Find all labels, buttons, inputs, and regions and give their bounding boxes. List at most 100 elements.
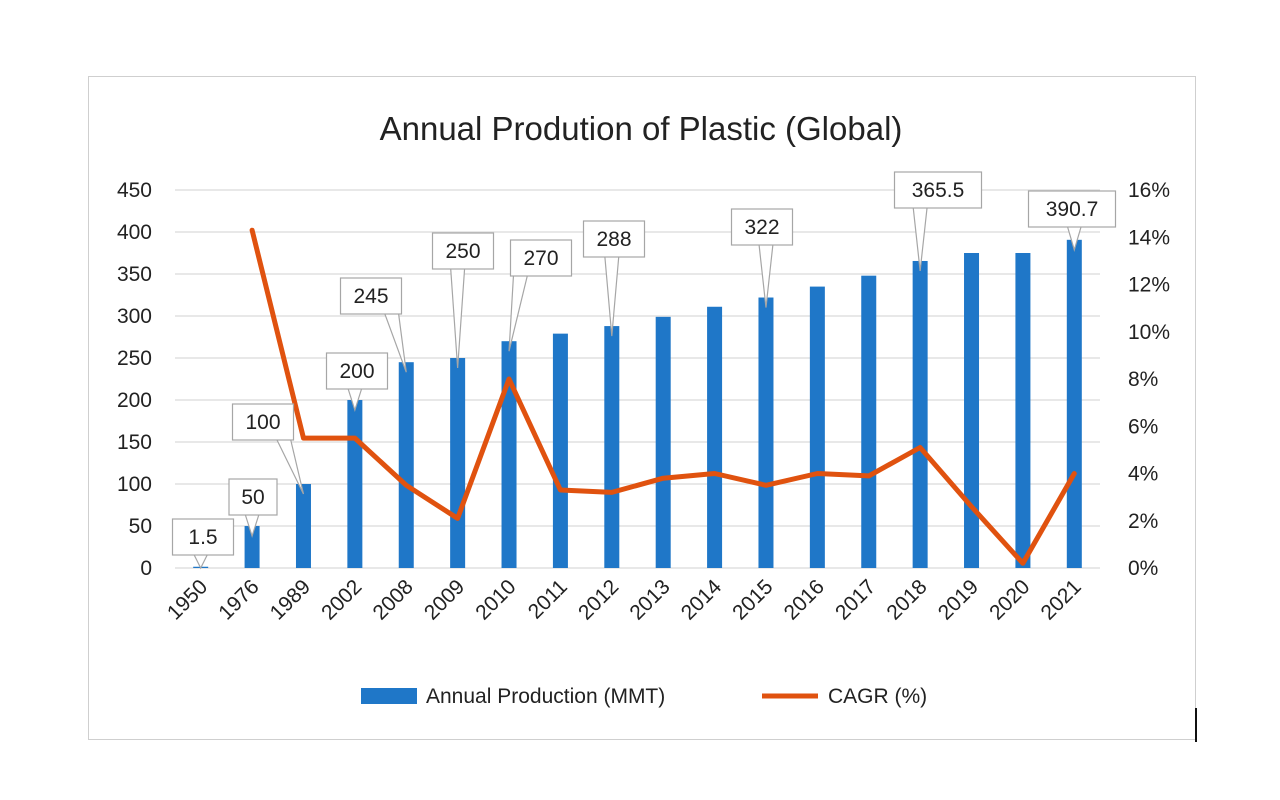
- chart-title: Annual Prodution of Plastic (Global): [380, 110, 903, 147]
- callout: 322: [730, 208, 794, 308]
- callout-box: [1027, 190, 1117, 228]
- bar: [244, 526, 260, 568]
- bar: [347, 400, 363, 568]
- x-tick-label: 2011: [524, 575, 572, 623]
- x-tick-label: 1976: [214, 575, 263, 624]
- callout-pointer: [508, 274, 529, 352]
- left-tick-label: 300: [117, 305, 152, 328]
- callout-label: 200: [339, 360, 374, 383]
- left-tick-label: 150: [117, 431, 152, 454]
- callout-box: [431, 232, 495, 270]
- callout-pointer: [192, 553, 209, 570]
- callout: 270: [508, 239, 573, 352]
- x-tick-label: 2018: [882, 575, 931, 624]
- callout-box: [730, 208, 794, 246]
- x-tick-label: 2015: [728, 575, 777, 624]
- line-series: [249, 227, 1077, 566]
- callout-pointer: [604, 255, 620, 337]
- callout: 250: [431, 232, 495, 369]
- callout-box: [339, 277, 403, 315]
- left-tick-label: 50: [129, 515, 152, 538]
- x-tick-label: 2016: [780, 575, 829, 624]
- x-tick-label: 2021: [1037, 575, 1086, 624]
- callout: 288: [582, 220, 646, 337]
- right-tick-label: 4%: [1128, 463, 1158, 486]
- bar: [450, 358, 466, 568]
- bar: [912, 260, 928, 568]
- legend-swatch-production: [361, 688, 417, 704]
- x-tick-label: 2019: [934, 575, 983, 624]
- callout-label: 1.5: [188, 526, 217, 549]
- right-tick-label: 14%: [1128, 226, 1170, 249]
- x-tick-label: 2014: [677, 575, 727, 625]
- callout-pointer: [275, 438, 305, 495]
- legend: Annual Production (MMT) CAGR (%): [361, 685, 927, 708]
- callout-box: [582, 220, 646, 258]
- callout-label: 245: [353, 285, 388, 308]
- cagr-line: [249, 227, 1077, 566]
- x-tick-label: 2012: [574, 575, 623, 624]
- callout: 50: [228, 478, 278, 538]
- bar: [1015, 253, 1031, 568]
- callout: 365.5: [893, 171, 983, 272]
- right-tick-label: 2%: [1128, 510, 1158, 533]
- callout: 100: [231, 403, 305, 495]
- bar: [398, 362, 414, 568]
- right-tick-label: 0%: [1128, 557, 1158, 580]
- x-tick-label: 2002: [317, 575, 366, 624]
- x-tick-label: 2009: [420, 575, 469, 624]
- callout: 390.7: [1027, 190, 1117, 252]
- bar: [758, 297, 774, 568]
- callout: 1.5: [171, 518, 235, 570]
- callout-label: 250: [445, 240, 480, 263]
- data-callouts: 1.5 50 100 200 245 250 270 288 322 365.5 390.7: [171, 171, 1117, 570]
- right-axis: 0% 2% 4% 6% 8% 10% 12% 14% 16%: [1128, 179, 1170, 580]
- bar: [861, 275, 877, 568]
- legend-label-production: Annual Production (MMT): [426, 685, 665, 708]
- right-tick-label: 16%: [1128, 179, 1170, 202]
- bar: [655, 316, 671, 568]
- callout-label: 322: [744, 216, 779, 239]
- callout-box: [228, 478, 278, 516]
- x-tick-label: 1989: [266, 575, 315, 624]
- bar: [604, 326, 620, 568]
- bar: [552, 333, 568, 568]
- x-tick-label: 2013: [625, 575, 674, 624]
- left-tick-label: 350: [117, 263, 152, 286]
- callout-box: [509, 239, 573, 277]
- left-tick-label: 250: [117, 347, 152, 370]
- bar: [964, 253, 980, 568]
- x-tick-label: 2017: [831, 575, 880, 624]
- x-axis: 1950 1976 1989 2002 2008 2009 2010 2011 2012 2013…: [163, 575, 1086, 625]
- legend-label-cagr: CAGR (%): [828, 685, 927, 708]
- left-tick-label: 450: [117, 179, 152, 202]
- callout-label: 288: [596, 228, 631, 251]
- callout-label: 100: [245, 411, 280, 434]
- left-axis: 0 50 100 150 200 250 300 350 400 450: [117, 179, 152, 580]
- right-tick-label: 8%: [1128, 368, 1158, 391]
- x-tick-label: 1950: [163, 575, 212, 624]
- callout-box: [325, 352, 389, 390]
- x-tick-label: 2008: [368, 575, 417, 624]
- bar: [1066, 239, 1082, 568]
- frame-edge-mark: [1195, 708, 1197, 742]
- callout-label: 365.5: [912, 179, 965, 202]
- bar: [295, 484, 311, 568]
- right-tick-label: 12%: [1128, 274, 1170, 297]
- bar: [707, 306, 723, 568]
- right-tick-label: 10%: [1128, 321, 1170, 344]
- callout-label: 50: [241, 486, 264, 509]
- bar-series: [193, 239, 1082, 568]
- bar: [501, 341, 517, 568]
- callout-box: [171, 518, 235, 556]
- callout-label: 390.7: [1046, 198, 1099, 221]
- left-tick-label: 400: [117, 221, 152, 244]
- left-tick-label: 0: [140, 557, 152, 580]
- callout: 200: [325, 352, 389, 412]
- bar: [809, 286, 825, 568]
- callout-label: 270: [523, 247, 558, 270]
- left-tick-label: 200: [117, 389, 152, 412]
- callout-box: [893, 171, 983, 209]
- callout-box: [231, 403, 295, 441]
